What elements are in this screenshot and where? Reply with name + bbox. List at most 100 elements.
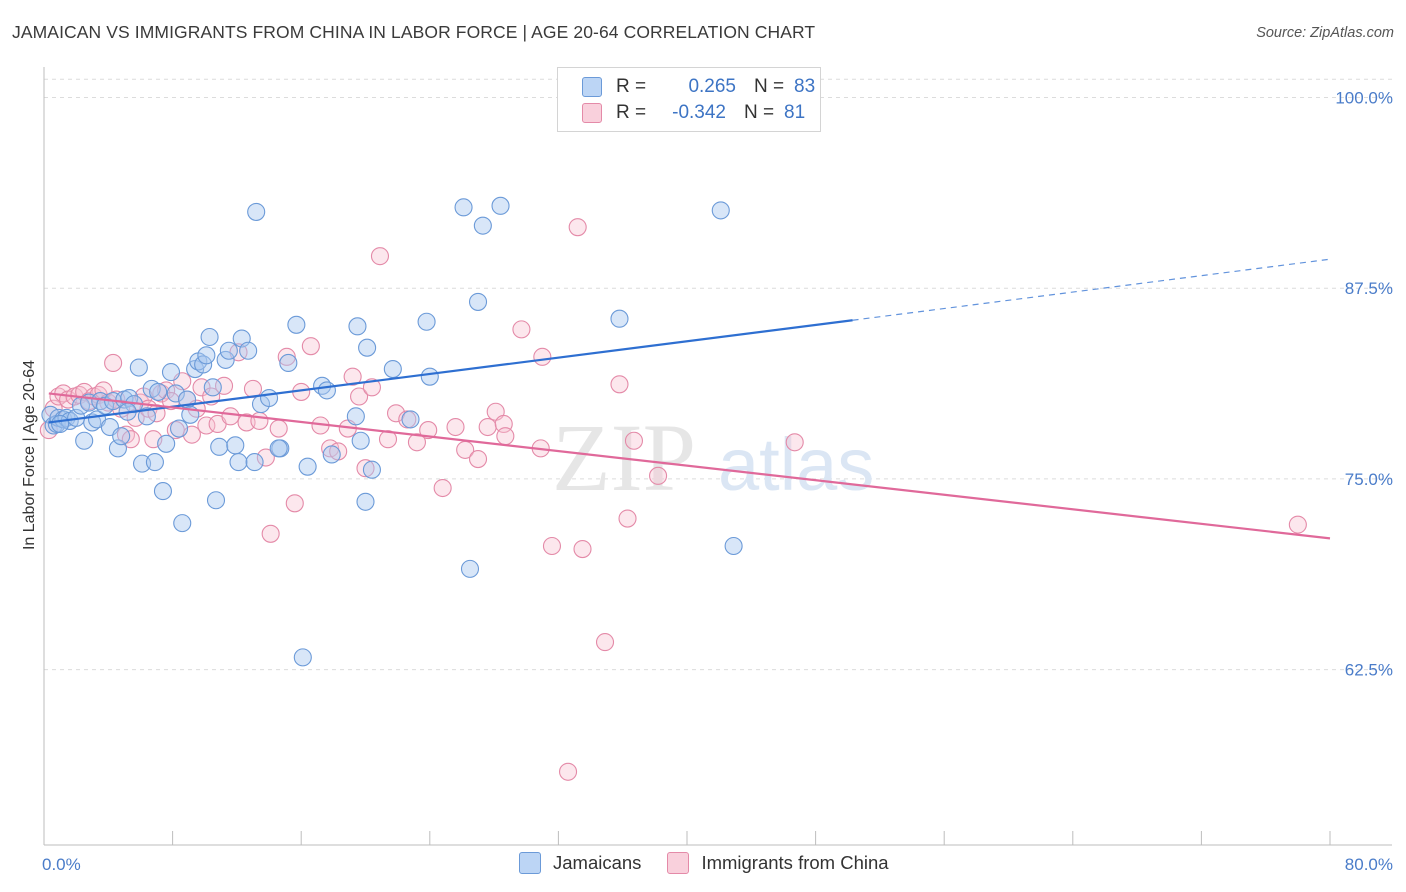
data-point-jamaican — [460, 559, 480, 578]
data-point-jamaican — [112, 427, 131, 446]
data-point-jamaican — [203, 378, 222, 397]
bottom-legend-label-china: Immigrants from China — [701, 852, 889, 873]
data-point-china — [446, 417, 465, 437]
data-point-jamaican — [137, 407, 156, 426]
data-point-jamaican — [468, 292, 488, 311]
chart-title: JAMAICAN VS IMMIGRANTS FROM CHINA IN LAB… — [12, 22, 816, 42]
data-point-china — [256, 448, 275, 467]
data-point-jamaican — [173, 514, 192, 533]
data-point-china — [558, 762, 578, 781]
axes — [43, 67, 1392, 846]
bottom-legend-swatch-china — [667, 852, 690, 874]
data-point-jamaican — [317, 381, 336, 400]
data-point-jamaican — [153, 482, 173, 501]
data-point-jamaican — [166, 384, 185, 403]
data-point-jamaican — [206, 491, 226, 510]
data-point-jamaican — [711, 201, 730, 220]
data-point-china — [104, 353, 123, 372]
data-point-jamaican — [356, 492, 375, 511]
data-point-china — [261, 524, 280, 543]
data-point-china — [512, 320, 531, 339]
data-point-jamaican — [219, 341, 238, 360]
data-point-china — [250, 411, 269, 430]
data-point-jamaican — [346, 407, 365, 426]
data-point-china — [277, 347, 296, 366]
data-point-jamaican — [200, 327, 219, 347]
data-point-jamaican — [279, 353, 298, 372]
legend-n-label: N = — [754, 76, 785, 97]
watermark-atlas: atlas — [718, 423, 874, 506]
bottom-legend-jamaicans: Jamaicans — [519, 852, 641, 874]
data-point-jamaican — [129, 358, 148, 377]
data-point-jamaican — [239, 341, 258, 360]
data-point-jamaican — [145, 453, 164, 472]
source-label: Source: ZipAtlas.com — [1256, 25, 1394, 41]
data-point-china — [214, 376, 234, 395]
data-point-china — [407, 433, 426, 452]
data-point-jamaican — [149, 382, 168, 401]
data-point-china — [285, 494, 304, 513]
data-point-china — [433, 478, 452, 498]
data-point-china — [573, 540, 592, 559]
data-point-china — [624, 431, 644, 450]
data-point-jamaican — [226, 436, 245, 455]
bottom-legend-label-jamaicans: Jamaicans — [553, 852, 642, 873]
data-point-china — [121, 430, 140, 449]
data-point-jamaican — [287, 315, 306, 334]
data-point-china — [496, 427, 515, 446]
points-layer — [39, 196, 1307, 781]
y-tick-label: 87.5% — [1345, 279, 1393, 298]
data-point-china — [362, 378, 381, 397]
bottom-legend-swatch-jamaicans — [519, 852, 541, 874]
data-point-china — [301, 337, 320, 356]
data-point-jamaican — [401, 410, 420, 429]
trend-line-jamaicans — [48, 319, 853, 424]
data-point-jamaican — [610, 309, 629, 328]
legend-r-label: R = — [616, 102, 647, 123]
data-point-jamaican — [491, 196, 510, 215]
data-point-china — [1288, 515, 1307, 534]
trend-layer — [48, 258, 1331, 540]
data-point-china — [221, 407, 240, 426]
trend-line-china — [48, 392, 1331, 540]
data-point-jamaican — [358, 338, 377, 357]
data-point-jamaican — [383, 359, 402, 379]
watermark: ZIPatlas — [552, 404, 874, 511]
y-tick-label: 75.0% — [1345, 470, 1393, 489]
y-tick-label: 100.0% — [1335, 89, 1393, 108]
data-point-jamaican — [157, 434, 176, 453]
data-point-china — [468, 450, 488, 469]
y-tick-label: 62.5% — [1345, 661, 1393, 680]
data-point-jamaican — [51, 414, 70, 434]
data-point-china — [343, 367, 362, 386]
legend-n-value: 81 — [784, 102, 806, 123]
legend-swatch-china — [582, 103, 602, 123]
data-point-jamaican — [161, 363, 181, 382]
data-point-jamaican — [197, 346, 216, 365]
data-point-jamaican — [322, 445, 341, 464]
data-point-china — [356, 459, 375, 478]
data-point-china — [197, 416, 216, 435]
data-point-jamaican — [724, 536, 743, 556]
legend-r-value: 0.265 — [688, 76, 736, 97]
data-point-jamaican — [245, 453, 264, 472]
legend-swatch-jamaicans — [582, 77, 602, 97]
trend-line-jamaicans-projection — [852, 258, 1331, 321]
data-point-china — [370, 247, 390, 266]
x-tick-label: 80.0% — [1345, 855, 1393, 874]
data-point-china — [533, 347, 552, 366]
data-point-china — [618, 509, 637, 528]
data-point-china — [568, 218, 587, 237]
data-point-jamaican — [229, 453, 248, 472]
y-axis-label: In Labor Force | Age 20-64 — [21, 360, 38, 550]
data-point-china — [595, 633, 615, 652]
data-point-jamaican — [293, 648, 312, 667]
data-point-jamaican — [210, 437, 229, 456]
data-point-china — [542, 536, 562, 556]
bottom-legend: Jamaicans Immigrants from China — [519, 852, 915, 874]
tick-labels: 62.5% 75.0% 87.5% 100.0% 0.0% 80.0% — [42, 89, 1393, 874]
legend: R = 0.265 N = 83 R = -0.342 N = 81 — [557, 67, 821, 132]
data-point-china — [610, 375, 629, 394]
data-point-jamaican — [169, 419, 189, 438]
